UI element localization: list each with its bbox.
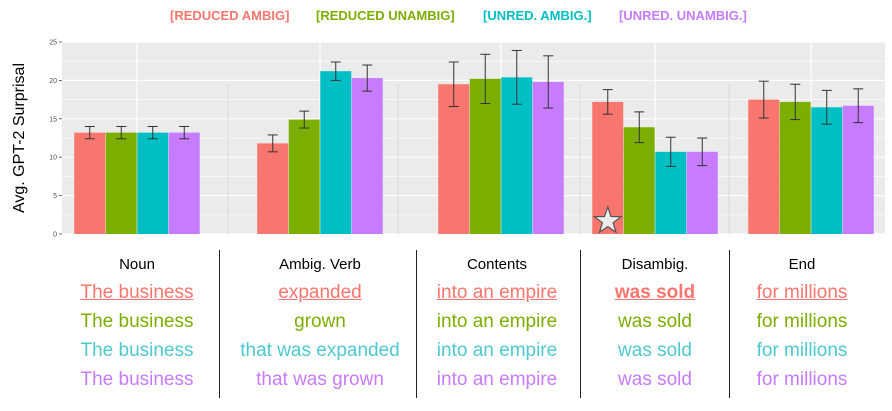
example-cell: that was expanded [240,340,400,361]
bar [288,119,320,234]
example-cell: for millions [756,369,848,390]
y-tick-label: 10 [49,155,57,162]
column-separator [580,250,581,398]
example-cell: into an empire [436,369,558,390]
column-separator [729,250,730,398]
example-cell: for millions [756,340,848,361]
bar [74,132,106,234]
example-cell: into an empire [436,311,558,332]
y-axis-label: Avg. GPT-2 Surprisal [11,63,28,213]
bar [351,78,383,234]
region-header: Ambig. Verb [279,256,361,273]
legend-item: [UNRED. UNAMBIG.] [619,8,747,23]
example-cell: into an empire [436,340,558,361]
y-tick-label: 15 [49,116,57,123]
star-annotation-icon [592,205,623,234]
bar [137,132,169,234]
bar-chart: 0 5 10 15 20 25 Avg. GPT-2 Surprisal [11,40,885,239]
legend: [REDUCED AMBIG] [REDUCED UNAMBIG] [UNRED. … [0,8,892,28]
bar [257,143,289,234]
bar [811,107,843,234]
bar [469,78,501,234]
region-header: End [788,256,816,273]
column-separator [416,250,417,398]
legend-item: [REDUCED UNAMBIG] [316,8,455,23]
y-tick-label: 5 [53,193,57,200]
example-sentences-table: Noun The business The business The business… [0,250,892,410]
column-separator [219,250,220,398]
example-cell: was sold [618,340,692,361]
bar [842,105,874,234]
example-cell: grown [294,311,346,332]
region-header: Disambig. [621,256,689,273]
bar [168,132,200,234]
example-cell: The business [80,311,194,332]
legend-item: [UNRED. AMBIG.] [483,8,592,23]
bar [105,132,137,234]
example-cell: that was grown [256,369,384,390]
example-cell: for millions [756,282,848,303]
example-cell: was sold [618,369,692,390]
bar [438,84,470,234]
example-cell: expanded [278,282,362,303]
example-cell: The business [80,282,194,303]
example-cell: was sold [618,311,692,332]
y-tick-label: 0 [53,232,57,239]
example-cell: into an empire [436,282,558,303]
bar [320,71,352,235]
region-header: Noun [119,256,155,273]
example-cell: The business [80,340,194,361]
bar [623,127,655,234]
bar [748,99,780,234]
y-tick-label: 25 [49,40,57,47]
y-tick-label: 20 [49,78,57,85]
bar [779,101,811,235]
example-cell: for millions [756,311,848,332]
example-cell: was sold [614,282,696,303]
legend-item: [REDUCED AMBIG] [170,8,290,23]
example-cell: The business [80,369,194,390]
region-header: Contents [466,256,528,273]
